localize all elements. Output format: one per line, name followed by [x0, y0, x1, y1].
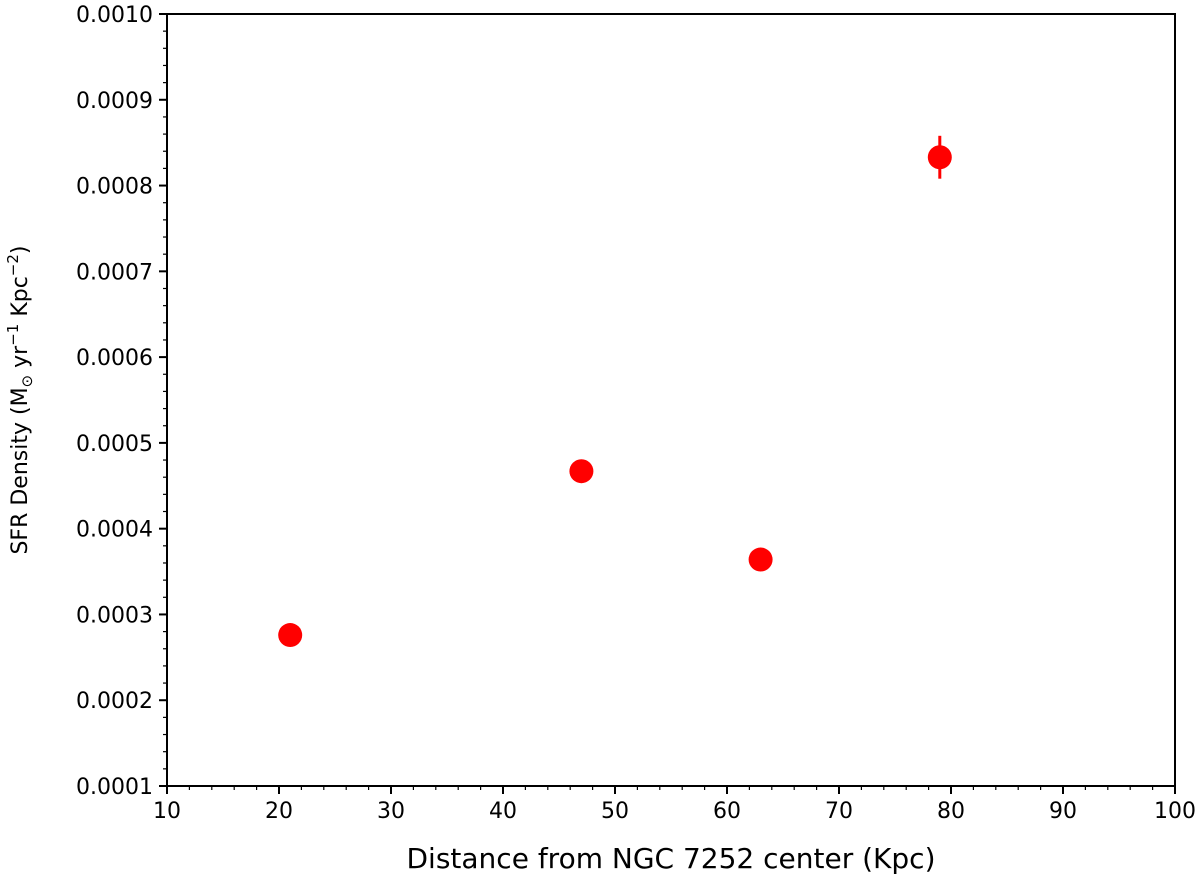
- y-label-sun-symbol: ⊙: [18, 375, 36, 388]
- y-tick-label: 0.0003: [76, 603, 153, 628]
- plot-frame: [166, 13, 1176, 787]
- x-tick-label: 20: [265, 799, 293, 824]
- y-tick-label: 0.0001: [76, 775, 153, 800]
- y-label-mid2: Kpc: [8, 276, 33, 323]
- x-tick-label: 50: [601, 799, 629, 824]
- y-tick-label: 0.0006: [76, 346, 153, 371]
- y-label-exp2: −2: [4, 254, 22, 276]
- x-axis-label: Distance from NGC 7252 center (Kpc): [406, 842, 935, 875]
- y-label-exp1: −1: [4, 324, 22, 346]
- data-point: [569, 459, 594, 484]
- y-tick-label: 0.0009: [76, 89, 153, 114]
- x-tick-label: 10: [153, 799, 181, 824]
- y-label-mid1: yr: [8, 345, 33, 375]
- y-tick-label: 0.0010: [76, 3, 153, 28]
- points-layer: [278, 135, 952, 648]
- y-label-prefix: SFR Density (M: [8, 387, 33, 554]
- ticks-layer: [159, 13, 1176, 794]
- x-tick-label: 60: [713, 799, 741, 824]
- y-label-suffix: ): [8, 245, 33, 254]
- data-point: [278, 623, 303, 648]
- x-tick-label: 70: [825, 799, 853, 824]
- y-tick-label: 0.0008: [76, 175, 153, 200]
- x-tick-label: 80: [937, 799, 965, 824]
- x-tick-label: 40: [489, 799, 517, 824]
- data-point: [748, 547, 773, 572]
- x-tick-label: 100: [1154, 799, 1196, 824]
- y-axis-label: SFR Density (M⊙ yr−1 Kpc−2): [4, 245, 36, 554]
- tick-labels-layer: 10 20 30 40 50 60 70 80 90 100 0.0001 0.0002 0.0003 0…: [76, 3, 1196, 824]
- x-tick-label: 30: [377, 799, 405, 824]
- x-tick-label: 90: [1049, 799, 1077, 824]
- data-point: [927, 145, 952, 170]
- y-tick-label: 0.0002: [76, 689, 153, 714]
- y-tick-label: 0.0004: [76, 518, 153, 543]
- y-tick-label: 0.0007: [76, 260, 153, 285]
- y-tick-label: 0.0005: [76, 432, 153, 457]
